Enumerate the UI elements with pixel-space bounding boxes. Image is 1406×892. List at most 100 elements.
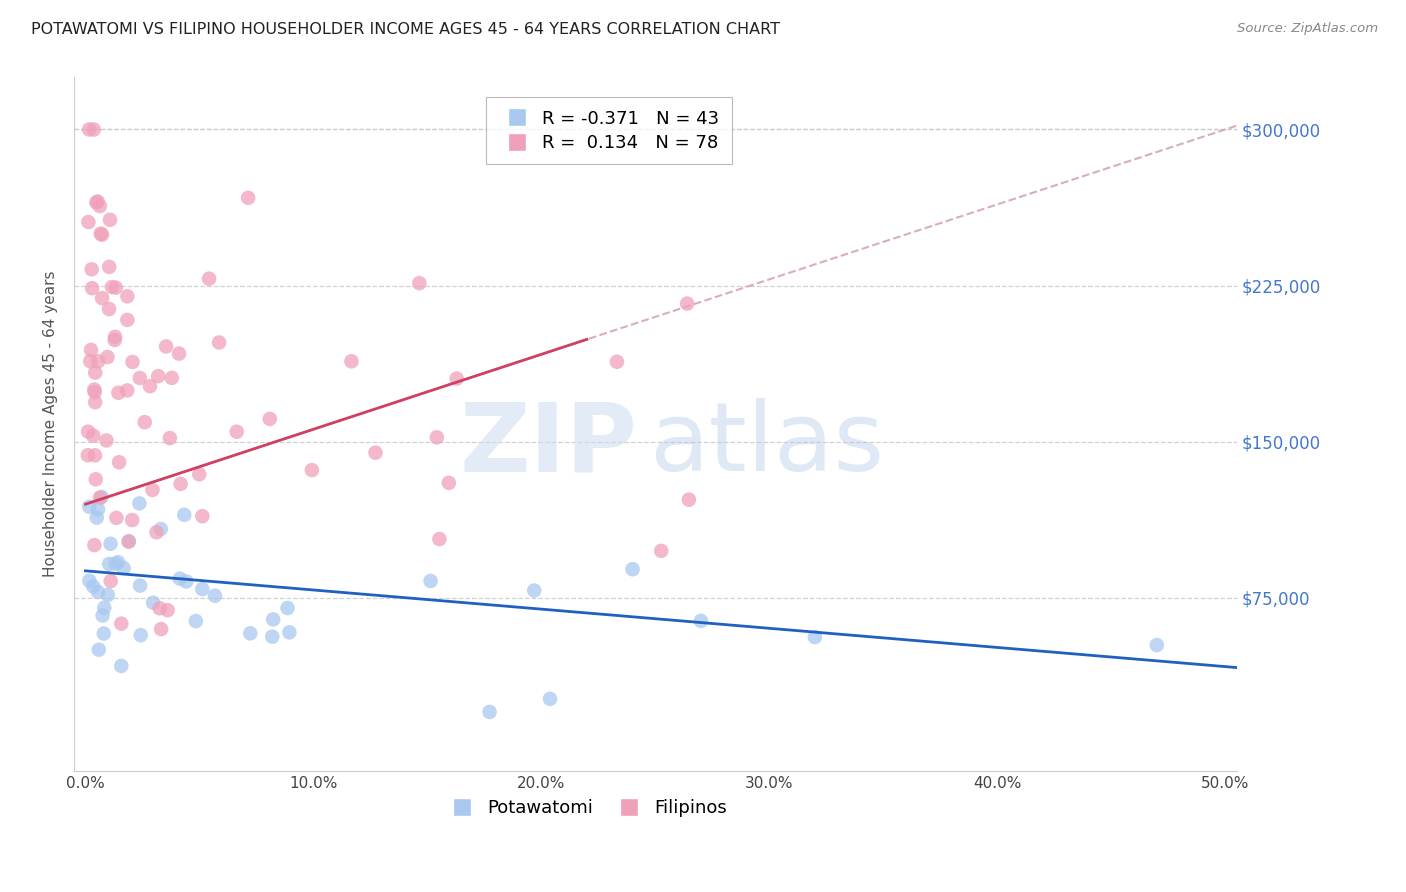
Point: [156, 603, 179, 617]
Point: [87, 642, 110, 657]
Point: [606, 355, 628, 369]
Point: [104, 280, 127, 294]
Point: [80, 343, 103, 357]
Point: [98, 557, 121, 571]
Point: [523, 583, 546, 598]
Point: [79, 574, 101, 588]
Point: [104, 333, 127, 347]
Point: [478, 705, 501, 719]
Point: [169, 476, 191, 491]
Point: [142, 596, 165, 610]
Point: [159, 431, 181, 445]
Point: [446, 371, 468, 385]
Point: [621, 562, 644, 576]
Point: [76, 448, 98, 462]
Point: [167, 346, 190, 360]
Point: [83, 385, 105, 400]
Point: [141, 483, 163, 497]
Point: [77, 425, 100, 439]
Point: [110, 659, 132, 673]
Point: [90, 227, 112, 241]
Point: [128, 496, 150, 510]
Point: [89, 491, 111, 505]
Point: [262, 612, 284, 626]
Point: [77, 500, 100, 514]
Point: [107, 385, 129, 400]
Point: [93, 626, 115, 640]
Point: [104, 330, 127, 344]
Point: [427, 532, 450, 546]
Point: [134, 415, 156, 429]
Point: [121, 513, 143, 527]
Point: [155, 339, 177, 353]
Point: [82, 281, 104, 295]
Point: [301, 463, 323, 477]
Point: [117, 289, 139, 303]
Point: [86, 510, 108, 524]
Point: [86, 194, 108, 209]
Point: [173, 508, 195, 522]
Point: [204, 589, 226, 603]
Point: [107, 555, 129, 569]
Point: [408, 276, 430, 290]
Point: [82, 579, 104, 593]
Point: [91, 227, 114, 242]
Point: [87, 354, 110, 368]
Point: [110, 616, 132, 631]
Point: [650, 544, 672, 558]
Point: [160, 371, 183, 385]
Point: [121, 355, 143, 369]
Point: [91, 608, 114, 623]
Point: [118, 534, 141, 549]
Point: [105, 511, 128, 525]
Point: [150, 622, 173, 636]
Point: [184, 614, 207, 628]
Text: ZIP: ZIP: [460, 399, 638, 491]
Point: [100, 574, 122, 588]
Point: [128, 371, 150, 385]
Point: [117, 313, 139, 327]
Point: [93, 600, 115, 615]
Point: [115, 384, 138, 398]
Point: [100, 537, 122, 551]
Point: [108, 455, 131, 469]
Point: [225, 425, 247, 439]
Point: [101, 280, 124, 294]
Text: POTAWATOMI VS FILIPINO HOUSEHOLDER INCOME AGES 45 - 64 YEARS CORRELATION CHART: POTAWATOMI VS FILIPINO HOUSEHOLDER INCOM…: [31, 22, 780, 37]
Point: [129, 579, 152, 593]
Point: [191, 509, 214, 524]
Point: [340, 354, 363, 368]
Point: [83, 383, 105, 397]
Point: [84, 472, 107, 486]
Point: [804, 630, 827, 644]
Point: [79, 354, 101, 368]
Point: [538, 691, 561, 706]
Point: [208, 335, 231, 350]
Point: [84, 448, 107, 462]
Point: [188, 467, 211, 482]
Point: [77, 122, 100, 136]
Point: [145, 525, 167, 540]
Point: [83, 122, 105, 136]
Point: [262, 630, 284, 644]
Text: Source: ZipAtlas.com: Source: ZipAtlas.com: [1237, 22, 1378, 36]
Point: [129, 628, 152, 642]
Point: [198, 271, 221, 285]
Point: [148, 369, 170, 384]
Point: [77, 215, 100, 229]
Point: [678, 492, 700, 507]
Point: [118, 534, 141, 549]
Point: [83, 538, 105, 552]
Point: [278, 625, 301, 640]
Point: [259, 412, 281, 426]
Point: [676, 296, 699, 310]
Point: [277, 601, 299, 615]
Point: [98, 260, 121, 274]
Point: [87, 585, 110, 599]
Point: [112, 561, 135, 575]
Point: [90, 490, 112, 504]
Point: [89, 199, 111, 213]
Point: [139, 379, 162, 393]
Point: [690, 614, 713, 628]
Point: [169, 572, 191, 586]
